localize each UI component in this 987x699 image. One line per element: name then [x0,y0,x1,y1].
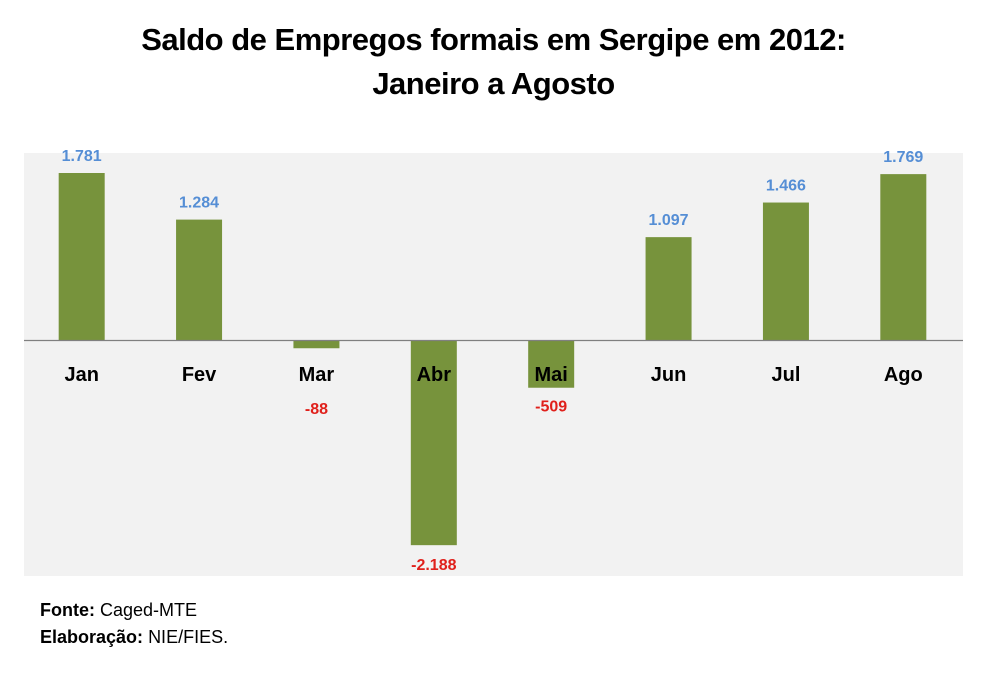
bar-mai [528,340,575,388]
source-note: Fonte: Caged-MTE [40,600,197,621]
category-label-mai: Mai [535,364,568,386]
category-label-jan: Jan [64,364,98,386]
category-label-mar: Mar [299,364,335,386]
category-label-jul: Jul [771,364,800,386]
value-label-fev: 1.284 [179,195,219,212]
bar-jan [58,173,105,340]
bar-jul [762,202,809,340]
bar-chart: Jan Fev Mar Abr Mai Jun Jul Ago 1.781 1.284 -88 -2… [24,148,963,576]
bar-fev [176,219,223,340]
value-label-mai: -509 [535,399,567,416]
category-label-jun: Jun [651,364,687,386]
value-label-abr: -2.188 [411,557,456,574]
credit-label: Elaboração: [40,627,144,647]
value-label-jul: 1.466 [766,178,806,195]
category-label-abr: Abr [417,364,452,386]
bar-abr [410,340,457,546]
plot-area [24,153,963,576]
credit-note: Elaboração: NIE/FIES. [40,627,228,648]
bar-mar [293,340,340,349]
credit-value: NIE/FIES. [148,627,229,647]
category-label-fev: Fev [182,364,217,386]
category-label-ago: Ago [884,364,923,386]
source-label: Fonte: [40,600,95,620]
chart-title: Saldo de Empregos formais em Sergipe em … [0,18,987,106]
source-value: Caged-MTE [100,600,198,620]
bar-jun [645,237,692,340]
chart-title-line-1: Saldo de Empregos formais em Sergipe em … [141,22,846,57]
value-label-mar: -88 [305,401,328,418]
value-label-ago: 1.769 [883,149,923,166]
value-label-jan: 1.781 [62,148,102,165]
bar-ago [880,174,927,340]
chart-title-line-2: Janeiro a Agosto [372,66,615,101]
value-label-jun: 1.097 [649,212,689,229]
